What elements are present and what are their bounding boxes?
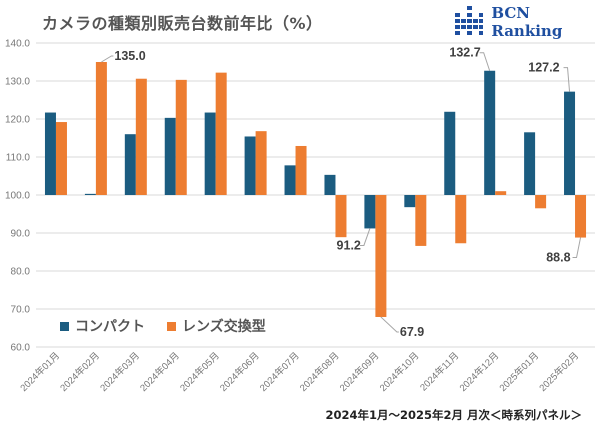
bar-lens-7 — [335, 195, 347, 238]
x-axis-ticks: 2024年01月2024年02月2024年03月2024年04月2024年05月… — [18, 350, 581, 394]
bar-lens-10 — [455, 195, 467, 244]
data-label: 135.0 — [114, 49, 145, 63]
bar-compact-2 — [124, 134, 136, 195]
x-tick-label: 2024年01月 — [18, 350, 62, 394]
bar-lens-13 — [575, 195, 587, 238]
legend-item-lens: レンズ交換型 — [167, 316, 266, 336]
brand-name: BCN Ranking — [491, 4, 563, 40]
y-tick-label: 140.0 — [5, 39, 30, 50]
legend-item-compact: コンパクト — [60, 316, 145, 336]
data-labels: 135.0 91.2 67.9 132.7 127.2 88.8 — [101, 46, 582, 339]
leader-line — [479, 52, 491, 71]
y-tick-label: 100.0 — [5, 191, 30, 202]
x-tick-label: 2025年02月 — [537, 350, 581, 394]
y-tick-label: 90.0 — [11, 229, 31, 240]
leader-line — [572, 237, 582, 259]
bar-lens-1 — [95, 62, 107, 195]
bar-compact-1 — [84, 193, 96, 195]
x-tick-label: 2024年06月 — [217, 350, 261, 394]
data-label: 88.8 — [546, 251, 570, 265]
data-label: 132.7 — [449, 46, 480, 60]
gridlines — [36, 42, 595, 348]
bar-lens-8 — [375, 195, 387, 317]
x-tick-label: 2024年12月 — [457, 350, 501, 394]
bar-lens-2 — [135, 78, 147, 195]
data-label: 91.2 — [337, 238, 361, 252]
y-tick-label: 60.0 — [11, 343, 31, 354]
bar-lens-0 — [55, 122, 67, 195]
brand-logo: BCN Ranking — [455, 4, 600, 40]
y-tick-label: 130.0 — [5, 77, 30, 88]
bar-lens-11 — [495, 191, 507, 195]
bar-lens-3 — [175, 79, 187, 195]
bar-compact-0 — [44, 112, 56, 195]
bcn-logo-icon — [455, 6, 484, 35]
y-axis-ticks: 60.0 70.0 80.0 90.0 100.0 110.0 120.0 130.0 140.… — [5, 39, 30, 354]
x-tick-label: 2024年08月 — [297, 350, 341, 394]
legend-label-compact: コンパクト — [75, 319, 145, 335]
bars — [44, 62, 587, 317]
y-tick-label: 120.0 — [5, 115, 30, 126]
leader-line — [101, 55, 114, 63]
data-label: 127.2 — [528, 61, 559, 75]
bar-compact-11 — [484, 70, 496, 195]
leader-line — [359, 228, 371, 246]
x-tick-label: 2024年03月 — [98, 350, 142, 394]
y-tick-label: 80.0 — [11, 267, 31, 278]
legend-swatch-compact — [60, 321, 69, 331]
bar-lens-4 — [215, 72, 227, 195]
chart-title: カメラの種類別販売台数前年比（%） — [42, 14, 323, 33]
x-tick-label: 2025年01月 — [497, 350, 541, 394]
bar-compact-9 — [404, 195, 416, 208]
x-tick-label: 2024年02月 — [58, 350, 102, 394]
bar-compact-3 — [164, 117, 176, 195]
bar-compact-13 — [564, 91, 576, 195]
bar-compact-6 — [284, 165, 296, 195]
x-tick-label: 2024年09月 — [337, 350, 381, 394]
y-tick-label: 110.0 — [6, 153, 31, 164]
bar-lens-12 — [535, 195, 547, 209]
y-tick-label: 70.0 — [11, 305, 31, 316]
bar-compact-8 — [364, 195, 376, 229]
x-tick-label: 2024年04月 — [138, 350, 182, 394]
bar-compact-12 — [524, 132, 536, 195]
legend: コンパクト レンズ交換型 — [60, 316, 288, 336]
legend-label-lens: レンズ交換型 — [182, 319, 266, 335]
x-tick-label: 2024年05月 — [177, 350, 221, 394]
leader-line — [563, 67, 571, 92]
bar-compact-5 — [244, 136, 256, 195]
bar-lens-6 — [295, 145, 307, 195]
x-tick-label: 2024年07月 — [257, 350, 301, 394]
x-tick-label: 2024年10月 — [377, 350, 421, 394]
bar-compact-4 — [204, 112, 216, 195]
x-tick-label: 2024年11月 — [418, 350, 462, 394]
footer-caption: 2024年1月～2025年2月 月次＜時系列パネル＞ — [325, 408, 582, 422]
bar-lens-5 — [255, 131, 267, 195]
leader-line — [380, 316, 399, 333]
data-label: 67.9 — [400, 325, 424, 339]
bar-lens-9 — [415, 195, 427, 246]
bar-compact-7 — [324, 174, 336, 195]
bar-compact-10 — [444, 111, 456, 195]
legend-swatch-lens — [167, 321, 176, 331]
